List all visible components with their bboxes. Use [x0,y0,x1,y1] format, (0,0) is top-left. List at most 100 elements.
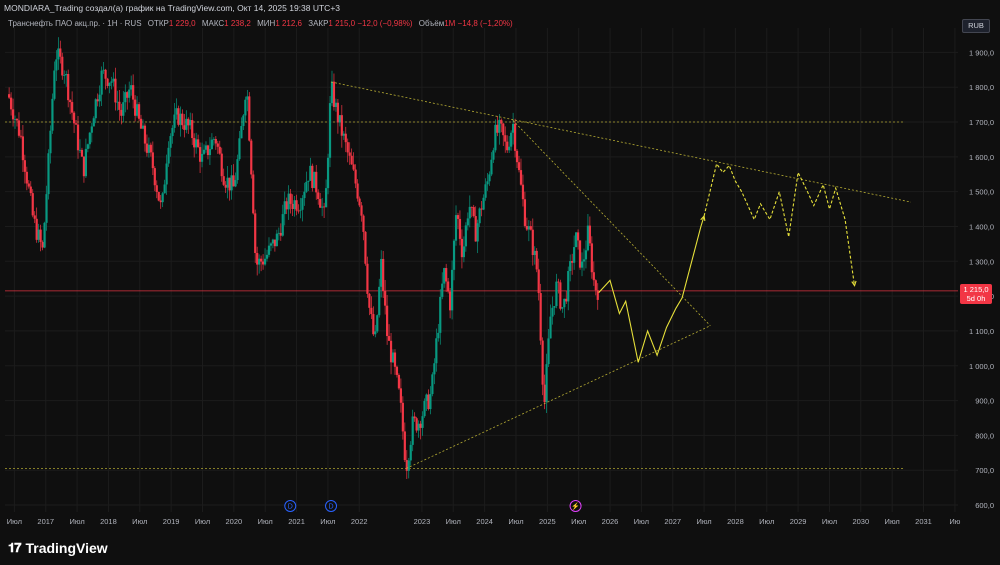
candle-body [519,170,523,185]
footer-bar [0,532,1000,565]
candle-body [490,159,493,175]
event-markers[interactable]: D D ⚡ [284,500,582,512]
candle-body [533,250,536,256]
tv-logo-text: TradingView [25,540,108,556]
candle-body [358,198,361,206]
candle-body [543,384,546,403]
candle-body [594,280,597,291]
y-tick-label: 1 900,0 [969,48,994,57]
candle-body [559,282,562,309]
symbol-name[interactable]: Транснефть ПАО акц.пр. · 1Н · RUS [8,19,142,28]
candle-body [149,144,152,153]
candle-body [397,374,401,389]
candle-body [380,258,383,287]
candle-body [240,126,243,139]
x-tick-label: Июл [634,517,649,526]
candle-body [411,416,414,445]
candle-body [256,253,259,265]
candle-body [246,96,249,100]
last-price-value: 1 215,0 [963,285,989,294]
candle-body [368,293,371,308]
candle-body [169,136,172,148]
x-tick-label: 2023 [414,517,431,526]
candle-body [9,97,13,110]
projection-paths [598,162,857,363]
candle-body [210,139,213,150]
candles [8,37,599,479]
candle-body [248,96,251,141]
candle-body [460,238,464,258]
candle-body [441,283,444,297]
candle-body [220,153,223,177]
candle-body [470,206,473,208]
candle-body [305,181,308,192]
candle-body [344,133,347,143]
candle-body [378,286,381,316]
x-tick-label: 2019 [163,517,180,526]
candle-body [171,127,174,137]
candle-body [525,225,528,230]
candle-body [578,240,582,268]
candle-body [541,340,544,385]
candle-body [47,153,50,195]
candle-body [452,240,456,270]
candle-body [98,94,101,102]
candle-body [496,124,499,133]
candle-body [425,394,428,401]
x-tick-label: 2027 [664,517,681,526]
candle-body [372,314,375,335]
candle-body [586,225,590,251]
candle-body [366,263,369,294]
candle-body [155,185,158,192]
candle-body [135,104,139,116]
y-tick-label: 1 000,0 [969,362,994,371]
candle-body [232,175,235,187]
candle-body [346,142,349,153]
candle-body [321,206,324,208]
candle-body [504,135,507,142]
candle-body [513,123,517,151]
currency-badge[interactable]: RUB [962,19,990,33]
candle-body [258,258,261,265]
candle-body [204,145,208,150]
candle-body [265,254,269,259]
candle-body [364,231,367,264]
candle-body [132,85,135,100]
horizontal-levels [5,121,958,469]
candle-body [94,99,97,119]
candle-body [472,207,475,217]
candle-body [130,85,133,90]
x-tick-label: Июл [822,517,837,526]
candle-body [569,261,572,272]
candle-body [21,136,25,161]
candle-body [502,123,505,136]
candle-body [49,130,52,154]
candle-body [462,246,465,258]
candle-body [447,281,450,292]
candle-body [563,298,566,308]
candle-body [328,103,332,158]
time-axis[interactable]: Июл 2017 Июл 2018 Июл 2019 Июл 2020 Июл 2021 Июл 20… [7,517,961,526]
event-marker-label: ⚡ [571,502,580,511]
candle-body [399,388,402,403]
candle-body [387,336,391,341]
candle-body [61,56,64,76]
tradingview-logo[interactable]: 𝟏𝟕 TradingView [8,540,108,556]
price-axis[interactable]: 1 900,0 1 800,0 1 700,0 1 600,0 1 500,0 1 400… [969,48,994,510]
candle-body [326,157,330,189]
tv-logo-icon: 𝟏𝟕 [8,540,22,555]
candle-body [474,216,477,242]
candle-body [224,184,227,188]
candle-body [295,200,298,211]
candle-body [222,176,225,185]
candle-body [537,269,540,294]
candle-body [287,193,290,210]
candle-body [433,363,436,375]
candle-body [8,94,11,98]
candle-body [382,258,385,291]
y-tick-label: 1 100,0 [969,327,994,336]
candle-body [565,298,568,302]
symbol-info-bar: Транснефть ПАО акц.пр. · 1Н · RUS ОТКР1 … [8,19,513,28]
candle-body [218,146,221,154]
